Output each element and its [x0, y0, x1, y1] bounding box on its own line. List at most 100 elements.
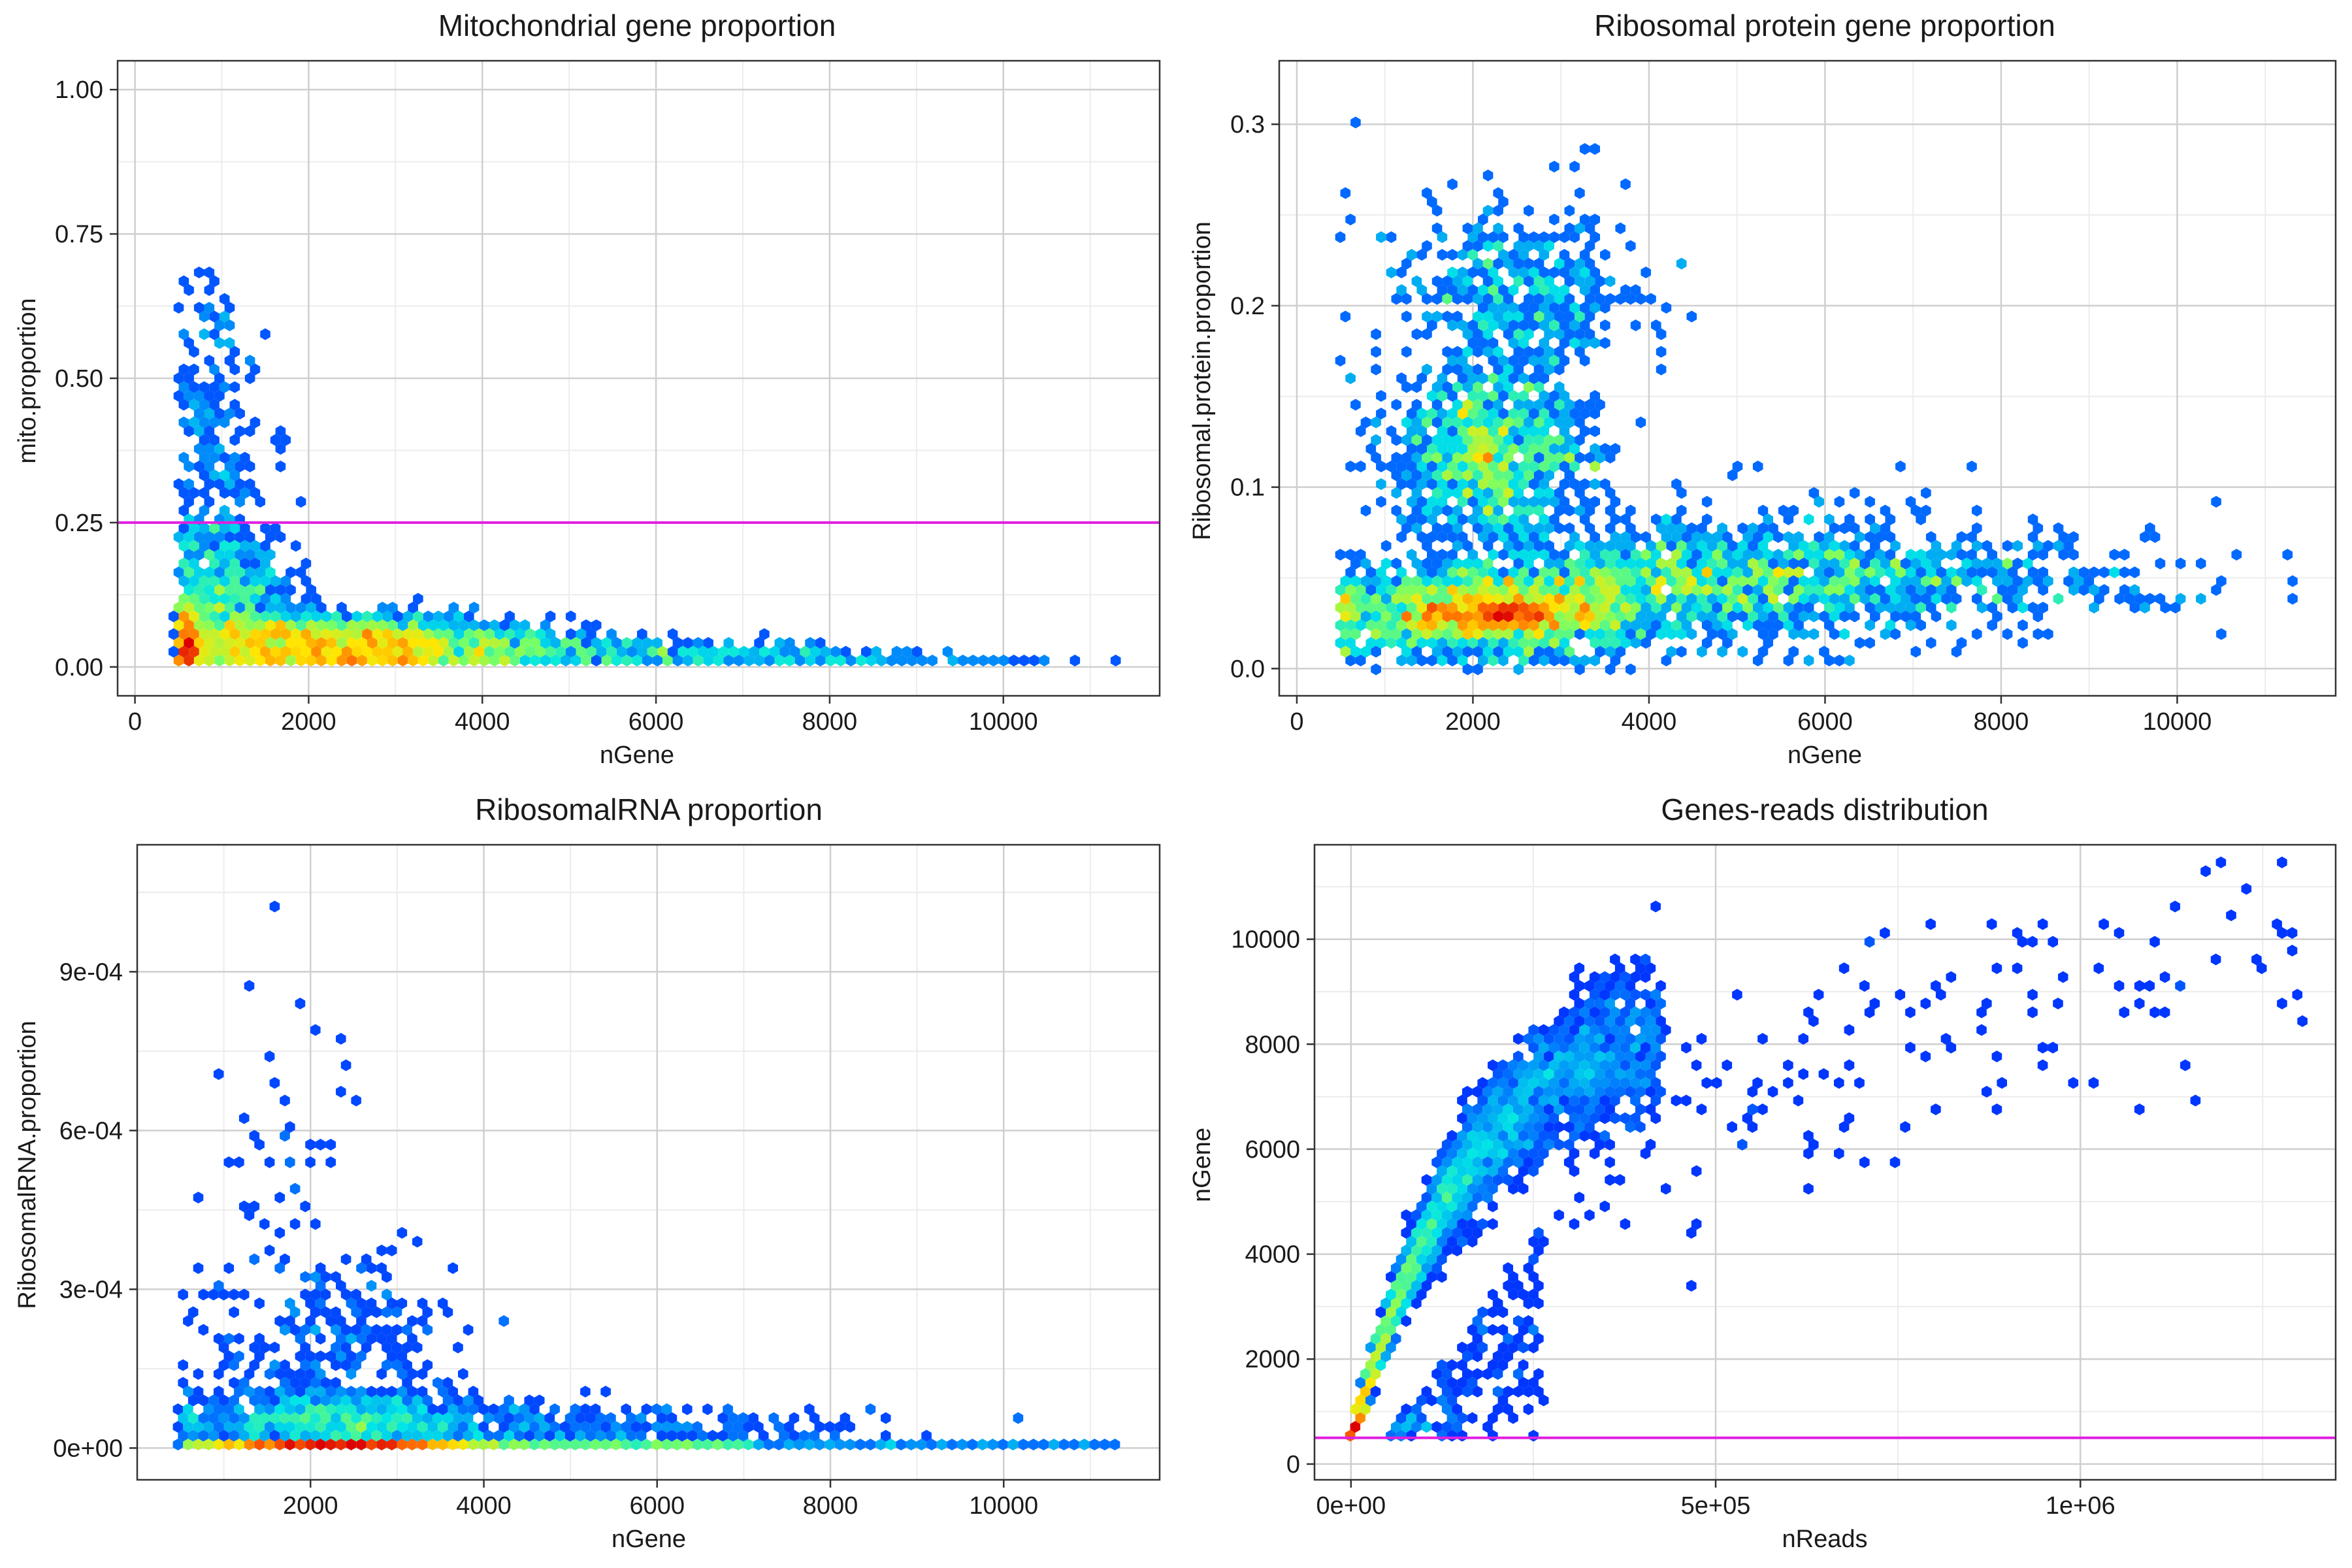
- hex-bin: [204, 602, 215, 613]
- hex-bin: [789, 1412, 800, 1424]
- hex-bin: [1503, 257, 1514, 270]
- hex-bin: [178, 328, 189, 340]
- hex-bin: [1508, 1147, 1518, 1160]
- hex-bin: [315, 1139, 326, 1151]
- hex-bin: [2002, 540, 2013, 552]
- hex-bin: [1564, 416, 1575, 429]
- hex-bin: [1416, 425, 1427, 437]
- hex-bin: [366, 1262, 377, 1274]
- hex-bin: [1493, 610, 1503, 623]
- hex-bin: [1422, 628, 1432, 640]
- hex-bin: [1518, 1077, 1529, 1089]
- hex-bin: [1401, 416, 1412, 429]
- hex-bin: [1630, 619, 1641, 631]
- hex-bin: [1870, 610, 1880, 623]
- hex-bin: [382, 1341, 392, 1354]
- hex-bin: [1488, 1324, 1498, 1336]
- hex-bin: [1442, 363, 1452, 376]
- hex-bin: [1584, 293, 1595, 305]
- hex-bin: [346, 1298, 357, 1309]
- hex-bin: [1411, 628, 1422, 640]
- hex-bin: [397, 1368, 408, 1380]
- hex-bin: [1533, 1033, 1544, 1045]
- hex-bin: [1467, 231, 1478, 243]
- hex-bin: [1641, 584, 1651, 596]
- hex-bin: [1554, 363, 1565, 376]
- hex-bin: [413, 628, 423, 640]
- hex-bin: [458, 1421, 468, 1433]
- hex-bin: [550, 655, 561, 666]
- hex-bin: [1559, 566, 1570, 578]
- hex-bin: [581, 619, 591, 631]
- hex-bin: [1600, 549, 1610, 561]
- hex-bin: [2145, 593, 2155, 605]
- hex-bin: [1406, 1253, 1416, 1266]
- x-tick-label: 8000: [803, 1492, 858, 1520]
- hex-bin: [325, 1386, 336, 1397]
- hex-bin: [474, 628, 485, 640]
- hex-bin: [1778, 504, 1789, 517]
- hex-bin: [371, 1306, 382, 1318]
- hex-bin: [1599, 971, 1610, 983]
- hex-bin: [774, 655, 785, 666]
- hex-bin: [320, 1288, 331, 1301]
- hex-bin: [1482, 240, 1494, 252]
- hex-bin: [1431, 293, 1443, 305]
- hex-bin: [1620, 566, 1631, 578]
- hex-bin: [530, 637, 540, 649]
- hex-bin: [1976, 566, 1987, 578]
- hex-bin: [2155, 557, 2166, 570]
- hex-bin: [1524, 416, 1534, 429]
- hex-bin: [539, 1421, 550, 1433]
- y-tick-label: 0.50: [55, 365, 103, 393]
- hex-bin: [1376, 390, 1386, 402]
- hex-bin: [1539, 284, 1550, 296]
- hex-bin: [1793, 602, 1804, 613]
- hex-bin: [1900, 1121, 1910, 1133]
- hex-bin: [1864, 936, 1875, 948]
- hex-bin: [199, 310, 210, 323]
- hex-bin: [1539, 461, 1550, 472]
- hex-bin: [209, 381, 220, 393]
- hex-bin: [199, 328, 210, 340]
- hex-bin: [1446, 1412, 1458, 1424]
- hex-bin: [1452, 504, 1463, 517]
- hex-bin: [1763, 584, 1773, 596]
- hex-bin: [1539, 496, 1550, 508]
- hex-bin: [1549, 461, 1560, 472]
- hex-bin: [2027, 602, 2038, 613]
- hex-bin: [1411, 1298, 1422, 1309]
- hex-bin: [204, 284, 215, 296]
- hex-bin: [2002, 628, 2013, 640]
- hex-bin: [2012, 557, 2023, 570]
- hex-bin: [1472, 1315, 1483, 1327]
- hex-bin: [1467, 1218, 1478, 1230]
- hex-bin: [600, 1439, 611, 1450]
- hex-bin: [1543, 1033, 1554, 1045]
- hex-bin: [713, 655, 724, 666]
- hex-bin: [1773, 531, 1784, 543]
- hex-bin: [1956, 549, 1967, 561]
- hex-bin: [1880, 628, 1891, 640]
- hex-bin: [464, 645, 474, 658]
- hex-bin: [866, 655, 877, 666]
- hex-bin: [1615, 628, 1625, 640]
- hex-bin: [1549, 514, 1560, 525]
- hex-bin: [382, 1288, 392, 1301]
- hex-bin: [1539, 602, 1550, 613]
- hex-bin: [336, 1439, 346, 1450]
- hex-bin: [1757, 628, 1769, 640]
- hex-bin: [448, 637, 459, 649]
- hex-bin: [1549, 566, 1560, 578]
- hex-bin: [1865, 514, 1875, 525]
- hex-bin: [1569, 408, 1580, 419]
- hex-bin: [1508, 602, 1519, 613]
- hex-bin: [917, 655, 928, 666]
- hex-bin: [331, 1271, 341, 1283]
- hex-bin: [260, 645, 270, 658]
- hex-bin: [1799, 628, 1809, 640]
- hex-bin: [300, 1359, 310, 1371]
- hex-bin: [1854, 549, 1865, 561]
- hex-bin: [947, 655, 958, 666]
- hex-bin: [580, 1386, 591, 1397]
